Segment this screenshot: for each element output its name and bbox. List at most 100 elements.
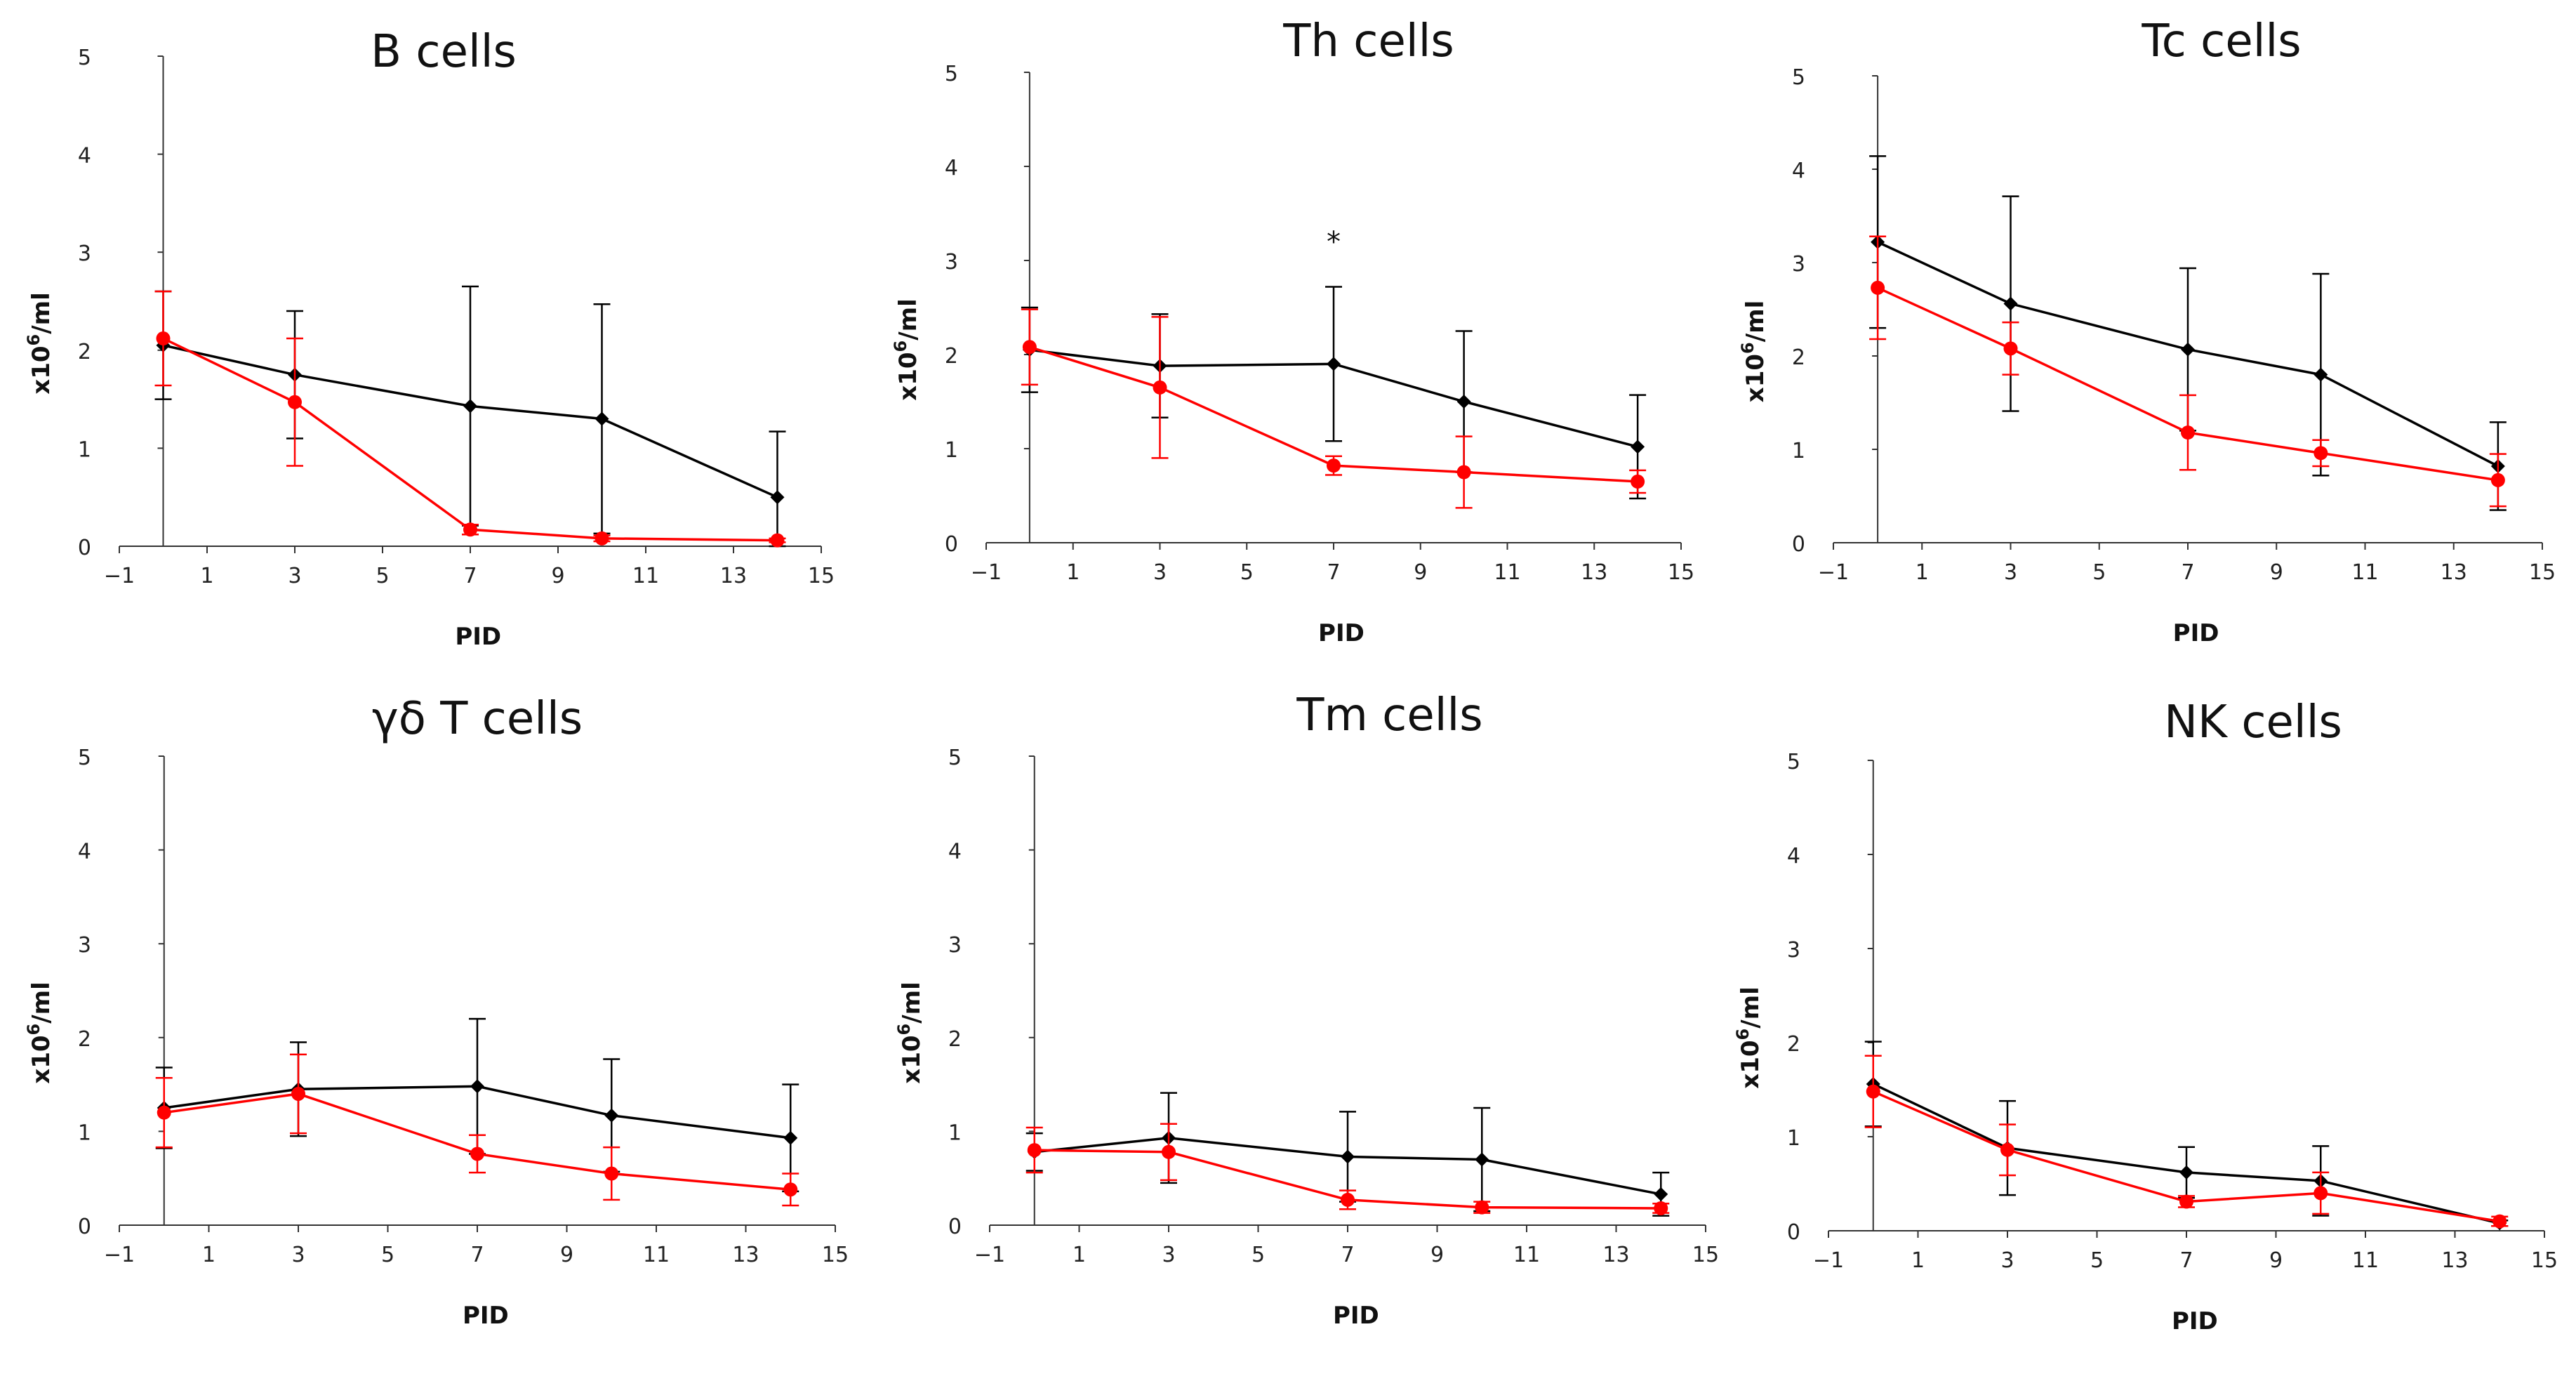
y-tick-label: 0 xyxy=(945,532,958,557)
data-point xyxy=(2179,1165,2193,1180)
data-point xyxy=(604,1108,619,1123)
x-tick-label: −1 xyxy=(974,1243,1005,1267)
data-point xyxy=(770,490,785,505)
data-point xyxy=(595,531,609,546)
x-tick-label: 13 xyxy=(2441,1248,2468,1273)
y-tick-label: 5 xyxy=(945,62,958,86)
x-tick-label: 15 xyxy=(2529,560,2556,585)
y-tick-label: 4 xyxy=(78,840,91,864)
x-tick-label: 7 xyxy=(2181,560,2194,585)
x-tick-label: 7 xyxy=(1341,1243,1354,1267)
x-tick-label: 9 xyxy=(2269,1248,2283,1273)
y-tick-label: 2 xyxy=(948,1027,962,1052)
data-point xyxy=(783,1130,798,1145)
y-axis-label-base: x10 xyxy=(27,1035,55,1083)
data-point xyxy=(1327,357,1341,371)
y-tick-label: 4 xyxy=(945,156,958,180)
x-tick-label: 9 xyxy=(2270,560,2283,585)
panel-title: Tc cells xyxy=(2141,15,2301,67)
x-tick-label: 1 xyxy=(200,564,213,588)
y-tick-label: 5 xyxy=(78,746,91,770)
x-tick-label: 9 xyxy=(551,564,564,588)
x-tick-label: 3 xyxy=(2000,1248,2014,1273)
data-point xyxy=(2003,341,2018,356)
data-point xyxy=(1631,474,1645,489)
data-point xyxy=(2179,1194,2193,1209)
data-point xyxy=(470,1079,484,1094)
data-point xyxy=(157,1105,171,1120)
y-tick-label: 2 xyxy=(78,340,91,364)
x-tick-label: 9 xyxy=(1414,560,1427,585)
y-tick-label: 3 xyxy=(945,250,958,275)
x-tick-label: 9 xyxy=(560,1243,573,1267)
panel-title: Tm cells xyxy=(1296,689,1482,741)
x-axis-label: PID xyxy=(1333,1302,1379,1330)
data-point xyxy=(1027,1143,1042,1158)
y-axis-label-sup: 6 xyxy=(1738,342,1758,354)
x-tick-label: 7 xyxy=(463,564,477,588)
y-axis-label-base: x10 xyxy=(894,352,922,400)
y-tick-label: 5 xyxy=(1792,65,1805,90)
y-axis-label: x106/ml xyxy=(1733,986,1765,1088)
data-point xyxy=(1654,1187,1668,1201)
data-point xyxy=(1631,440,1645,454)
y-tick-label: 1 xyxy=(948,1121,962,1145)
y-tick-label: 3 xyxy=(1787,938,1800,963)
series-red xyxy=(155,1053,799,1207)
data-point xyxy=(2181,425,2195,440)
x-tick-label: 5 xyxy=(1252,1243,1265,1267)
data-point xyxy=(1162,1144,1176,1159)
x-tick-label: 13 xyxy=(1581,560,1607,585)
x-tick-label: 5 xyxy=(381,1243,394,1267)
y-tick-label: 2 xyxy=(78,1027,91,1052)
data-point xyxy=(1871,280,1885,295)
x-tick-label: 5 xyxy=(1240,560,1254,585)
panel-title: Th cells xyxy=(1282,15,1454,67)
y-tick-label: 2 xyxy=(945,344,958,369)
data-point xyxy=(595,411,609,426)
x-tick-label: 11 xyxy=(1494,560,1520,585)
series-black xyxy=(154,285,786,548)
data-point xyxy=(1327,458,1341,473)
y-tick-label: 4 xyxy=(1792,159,1805,183)
data-point xyxy=(1341,1149,1355,1164)
data-point xyxy=(463,399,477,414)
x-tick-label: 5 xyxy=(376,564,389,588)
series-red xyxy=(1025,1123,1670,1215)
x-tick-label: 11 xyxy=(1513,1243,1540,1267)
y-tick-label: 5 xyxy=(1787,750,1800,774)
y-tick-label: 2 xyxy=(1792,345,1805,370)
x-axis-label: PID xyxy=(455,623,501,651)
y-axis-label: x106/ml xyxy=(24,292,55,394)
x-axis-label: PID xyxy=(2173,619,2219,647)
y-tick-label: 0 xyxy=(78,536,91,560)
series-red xyxy=(154,290,786,548)
data-point xyxy=(470,1147,484,1161)
y-axis-label-base: x10 xyxy=(1737,1040,1765,1088)
y-tick-label: 1 xyxy=(1787,1126,1800,1151)
data-point xyxy=(1475,1200,1489,1215)
y-tick-label: 2 xyxy=(1787,1032,1800,1057)
panel-title: NK cells xyxy=(2164,696,2342,748)
y-tick-label: 4 xyxy=(948,840,962,864)
data-point xyxy=(288,395,302,409)
y-axis-label-unit: /ml xyxy=(1741,300,1770,343)
y-axis-label: x106/ml xyxy=(24,982,55,1083)
y-tick-label: 4 xyxy=(78,144,91,169)
y-tick-label: 1 xyxy=(78,1121,91,1145)
x-tick-label: 5 xyxy=(2092,560,2106,585)
x-tick-label: −1 xyxy=(104,564,135,588)
x-tick-label: 3 xyxy=(288,564,301,588)
data-point xyxy=(2003,296,2018,311)
panel-title: γδ T cells xyxy=(372,693,583,745)
x-tick-label: −1 xyxy=(971,560,1002,585)
x-tick-label: 7 xyxy=(470,1243,484,1267)
y-axis-label-base: x10 xyxy=(1741,354,1770,402)
significance-star: * xyxy=(1327,226,1341,258)
y-axis-label-base: x10 xyxy=(898,1035,926,1083)
y-tick-label: 0 xyxy=(1787,1220,1800,1245)
